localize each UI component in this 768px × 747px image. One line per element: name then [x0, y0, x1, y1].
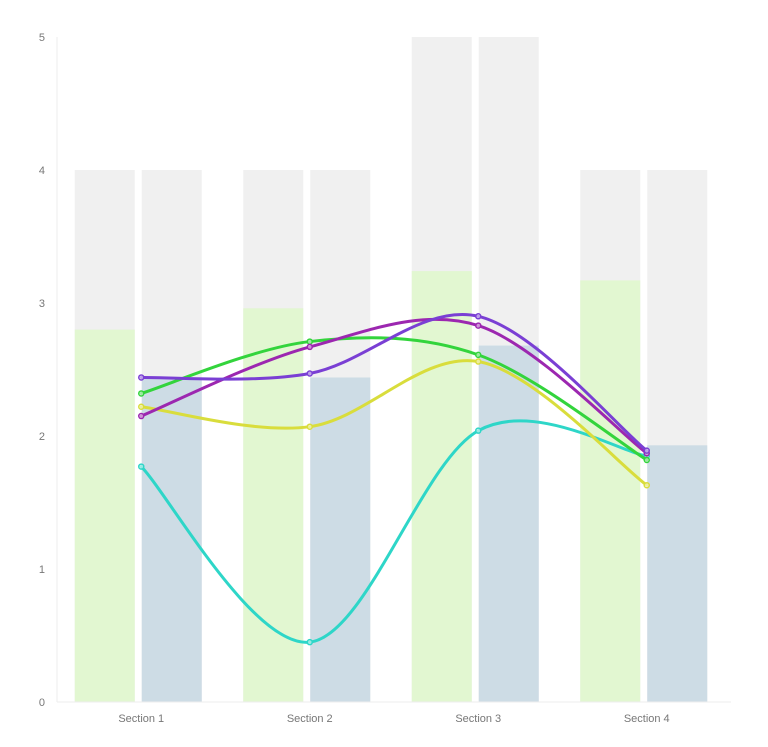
green-bar[interactable]	[580, 280, 641, 702]
line-path	[139, 419, 649, 644]
data-point-marker[interactable]	[475, 358, 482, 365]
x-axis-labels: Section 1 Section 2 Section 3 Section 4	[118, 713, 669, 725]
x-category-label: Section 4	[624, 713, 670, 725]
data-point-marker[interactable]	[138, 412, 145, 420]
line-path	[139, 359, 649, 487]
line-series-cyan	[138, 419, 650, 646]
green-bar[interactable]	[243, 308, 304, 702]
x-category-label: Section 1	[118, 713, 164, 725]
y-axis-labels: 0 1 2 3 4 5	[39, 32, 45, 709]
data-point-marker[interactable]	[643, 447, 650, 454]
blue-bar[interactable]	[310, 377, 371, 702]
blue-bar[interactable]	[647, 445, 708, 702]
data-point-marker[interactable]	[138, 403, 145, 410]
y-tick-label: 3	[39, 298, 45, 310]
data-point-marker[interactable]	[306, 370, 313, 377]
data-point-marker[interactable]	[475, 427, 482, 434]
data-point-marker[interactable]	[138, 463, 145, 470]
data-point-marker[interactable]	[138, 390, 145, 397]
line-series-violet	[138, 313, 650, 454]
data-point-marker[interactable]	[306, 338, 313, 345]
y-tick-label: 5	[39, 32, 45, 44]
line-path	[139, 317, 649, 455]
data-point-marker[interactable]	[306, 423, 313, 430]
data-point-marker[interactable]	[306, 638, 313, 646]
line-series-yellow	[138, 358, 650, 489]
y-tick-label: 1	[39, 564, 45, 576]
data-point-marker[interactable]	[643, 481, 650, 489]
bar-layer	[74, 37, 708, 702]
x-category-label: Section 2	[287, 713, 333, 725]
x-category-label: Section 3	[455, 713, 501, 725]
blue-bar[interactable]	[141, 377, 202, 702]
data-point-marker[interactable]	[475, 313, 482, 320]
axes	[56, 37, 731, 703]
y-tick-label: 2	[39, 431, 45, 443]
y-tick-label: 0	[39, 697, 45, 709]
data-point-marker[interactable]	[138, 374, 145, 381]
line-path	[139, 313, 649, 453]
data-point-marker[interactable]	[643, 456, 650, 464]
y-tick-label: 4	[39, 165, 45, 177]
line-series-green	[138, 336, 650, 464]
data-point-marker[interactable]	[306, 343, 313, 351]
green-bar[interactable]	[74, 329, 135, 702]
data-point-marker[interactable]	[475, 351, 482, 359]
green-bar[interactable]	[411, 271, 472, 702]
line-layer	[138, 313, 650, 646]
line-path	[139, 336, 649, 462]
data-point-marker[interactable]	[475, 322, 482, 329]
blue-bar[interactable]	[478, 345, 539, 702]
